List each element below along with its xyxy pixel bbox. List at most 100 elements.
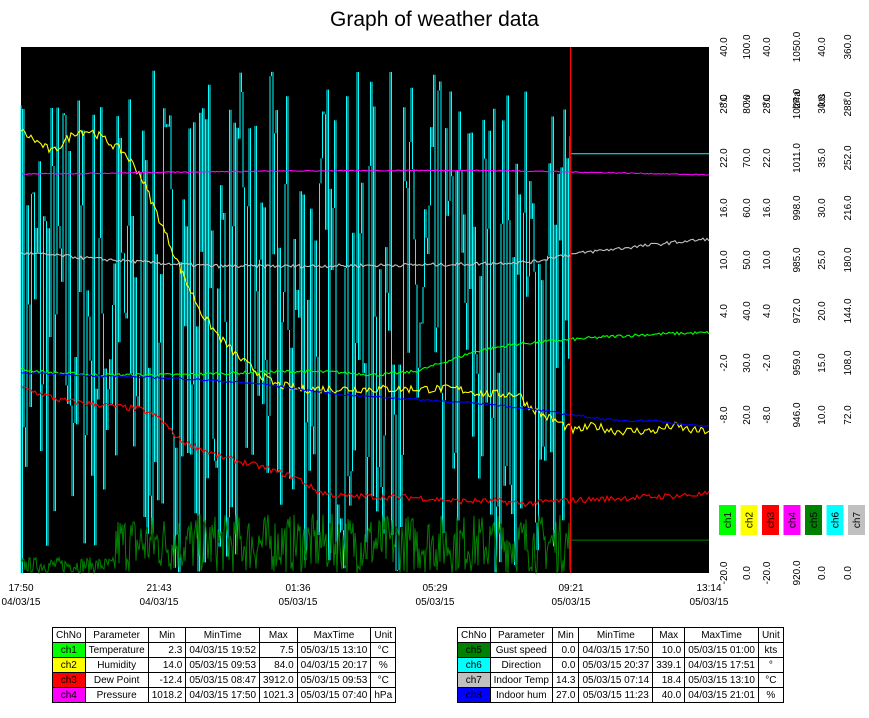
channel-cell: ch6 — [457, 657, 491, 673]
y-tick-label: 1050.0 — [792, 31, 803, 62]
parameter-cell: Indoor Temp — [489, 672, 553, 688]
y-axis-unit: hPa — [792, 91, 803, 109]
parameter-cell: Gust speed — [489, 642, 553, 658]
min-cell: -12.4 — [147, 672, 187, 688]
column-header-min: Min — [551, 627, 580, 643]
y-axis-2: 100.0 80.0 70.0 60.0 50.0 40.0 30.0 20.0 0.0% — [742, 34, 753, 580]
max-time-cell: 05/03/15 01:00 — [684, 642, 759, 658]
y-axis-3: 40.0 28.0 22.0 16.0 10.0 4.0 -2.0 -8.0 -20.0 °C — [762, 37, 773, 585]
channel-cell: ch5 — [457, 642, 491, 658]
parameter-cell: Dew Point — [84, 672, 149, 688]
x-tick-date: 05/03/15 — [279, 597, 318, 608]
legend-label-ch7: ch7 — [852, 512, 863, 529]
legend-label-ch6: ch6 — [831, 512, 842, 529]
parameter-cell: Pressure — [84, 687, 149, 703]
legend-swatch-ch6 — [826, 505, 844, 535]
y-axis-5: 40.0 30.0 35.0 30.0 25.0 20.0 15.0 10.0 0.0 kts — [817, 37, 828, 580]
min-time-cell: 04/03/15 17:50 — [578, 642, 654, 658]
y-tick-label: 959.0 — [792, 350, 803, 375]
y-axis-1: 40.0 28.0 22.0 16.0 10.0 4.0 -2.0 -8.0 -20.0 °C — [719, 37, 730, 585]
column-header-parameter: Parameter — [489, 627, 553, 643]
y-tick-label: 30.0 — [817, 94, 828, 114]
y-tick-label: 22.0 — [762, 148, 773, 168]
y-tick-label: 985.0 — [792, 247, 803, 272]
min-time-cell: 04/03/15 19:52 — [185, 642, 261, 658]
min-cell: 1018.2 — [147, 687, 187, 703]
max-cell: 18.4 — [652, 672, 686, 688]
unit-cell: % — [757, 687, 784, 703]
y-tick-label: 108.0 — [843, 350, 854, 375]
y-tick-label: 35.0 — [817, 148, 828, 168]
channel-cell: ch1 — [52, 642, 86, 658]
stats-table-left: ChNo Parameter Min MinTime Max MaxTime Unit ch… — [52, 627, 397, 703]
y-tick-label: 288.0 — [843, 91, 854, 116]
series-dew-point-line — [20, 385, 710, 508]
y-tick-label: 40.0 — [742, 301, 753, 321]
y-tick-label: 22.0 — [719, 148, 730, 168]
x-tick-time: 05:29 — [422, 583, 447, 594]
x-tick-time: 01:36 — [285, 583, 310, 594]
max-time-cell: 05/03/15 13:10 — [296, 642, 372, 658]
unit-cell: °C — [757, 672, 784, 688]
y-tick-label: 30.0 — [817, 198, 828, 218]
max-cell: 339.1 — [652, 657, 686, 673]
y-tick-label: 100.0 — [742, 34, 753, 59]
y-tick-label: -2.0 — [719, 354, 730, 372]
y-tick-label: -2.0 — [762, 354, 773, 372]
legend-swatch-ch2 — [740, 505, 758, 535]
y-axis-unit: kts — [817, 94, 828, 107]
y-tick-label: 16.0 — [762, 198, 773, 218]
column-header-max: Max — [259, 627, 298, 643]
legend: ch1ch2ch3ch4ch5ch6ch7ch8 — [719, 505, 865, 535]
max-time-cell: 04/03/15 20:17 — [296, 657, 372, 673]
column-header-maxtime: MaxTime — [296, 627, 372, 643]
min-time-cell: 04/03/15 17:50 — [185, 687, 261, 703]
x-tick-date: 05/03/15 — [416, 597, 455, 608]
y-tick-label: 28.0 — [762, 94, 773, 114]
max-cell: 40.0 — [652, 687, 686, 703]
y-tick-label: -8.0 — [719, 406, 730, 424]
column-header-min: Min — [147, 627, 187, 643]
column-header-chno: ChNo — [52, 627, 86, 643]
max-time-cell: 05/03/15 07:40 — [296, 687, 372, 703]
legend-label-ch2: ch2 — [745, 512, 756, 529]
channel-cell: ch8 — [457, 687, 491, 703]
y-axis-unit: °C — [762, 94, 773, 105]
y-tick-label: 10.0 — [719, 250, 730, 270]
table-row: ch6 Direction 0.0 05/03/15 20:37 339.1 04/03/… — [457, 657, 784, 673]
max-time-cell: 04/03/15 21:01 — [684, 687, 759, 703]
max-time-cell: 04/03/15 17:51 — [684, 657, 759, 673]
y-axis-unit: °C — [719, 94, 730, 105]
y-tick-label: 40.0 — [817, 37, 828, 57]
x-tick-time: 13:14 — [696, 583, 721, 594]
y-tick-label: 10.0 — [817, 405, 828, 425]
max-cell: 7.5 — [259, 642, 298, 658]
channel-cell: ch3 — [52, 672, 86, 688]
series-pressure-line — [20, 169, 710, 176]
y-tick-label: 20.0 — [742, 405, 753, 425]
y-tick-label: -20.0 — [762, 561, 773, 584]
unit-cell: °C — [370, 642, 397, 658]
column-header-max: Max — [652, 627, 686, 643]
table-row: ch5 Gust speed 0.0 04/03/15 17:50 10.0 05/03/… — [457, 642, 784, 658]
y-tick-label: 40.0 — [719, 37, 730, 57]
legend-swatch-ch7 — [848, 505, 865, 535]
unit-cell: kts — [757, 642, 784, 658]
y-tick-label: 50.0 — [742, 250, 753, 270]
table-row: ch7 Indoor Temp 14.3 05/03/15 07:14 18.4 05/0… — [457, 672, 784, 688]
channel-cell: ch7 — [457, 672, 491, 688]
series-indoor-hum-line — [20, 371, 710, 427]
min-cell: 27.0 — [551, 687, 580, 703]
y-tick-label: 16.0 — [719, 198, 730, 218]
y-tick-label: 28.0 — [719, 94, 730, 114]
y-tick-label: 70.0 — [742, 148, 753, 168]
x-tick-time: 21:43 — [146, 583, 171, 594]
y-tick-label: 25.0 — [817, 250, 828, 270]
y-tick-label: 216.0 — [843, 195, 854, 220]
table-row: ch1 Temperature 2.3 04/03/15 19:52 7.5 05/03/… — [52, 642, 397, 658]
parameter-cell: Temperature — [84, 642, 149, 658]
column-header-unit: Unit — [370, 627, 397, 643]
y-tick-label: 0.0 — [817, 566, 828, 580]
legend-label-ch3: ch3 — [766, 512, 777, 529]
